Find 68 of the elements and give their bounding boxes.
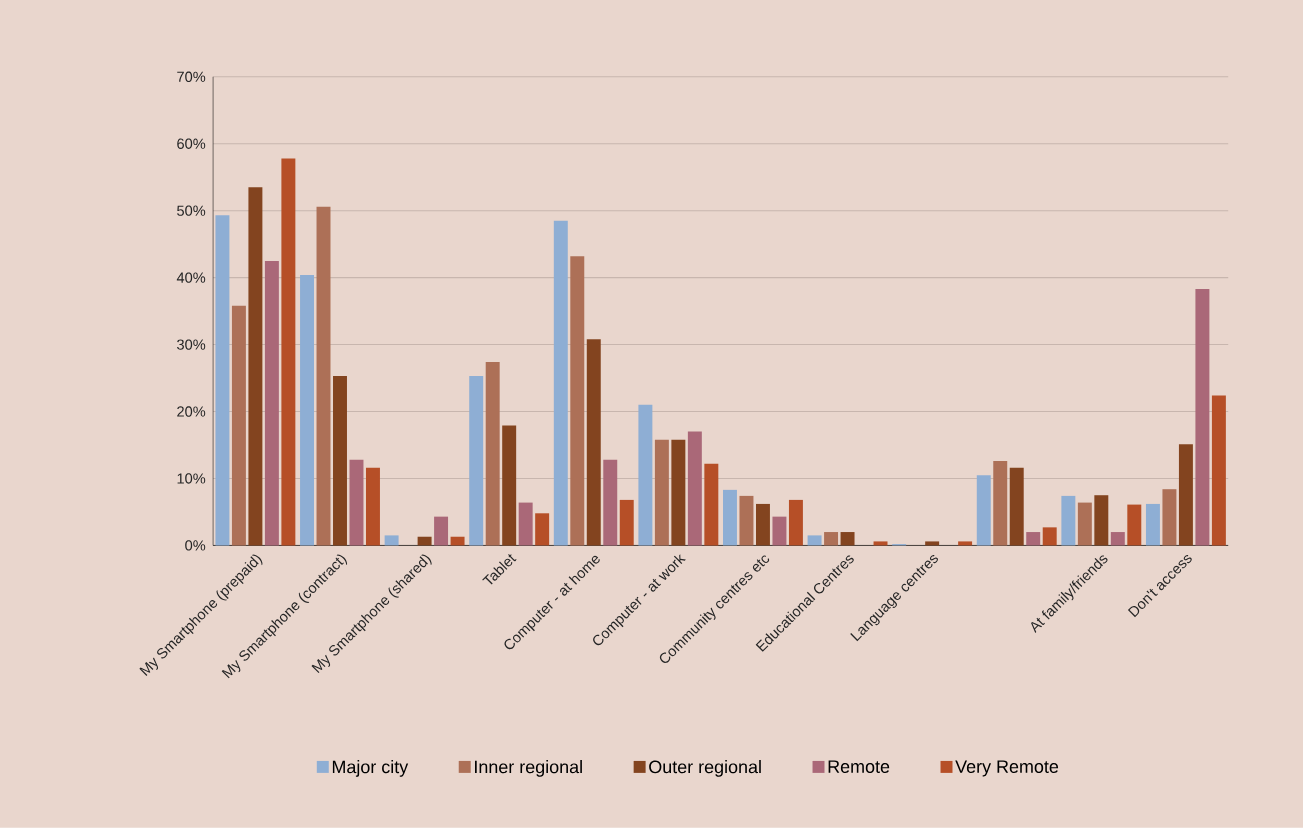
bar [264, 261, 279, 546]
bar [873, 541, 888, 546]
bar [671, 439, 686, 546]
y-tick-label: 40% [176, 272, 206, 283]
bar [840, 532, 855, 546]
bar [1211, 395, 1226, 546]
bar [925, 541, 940, 546]
legend-label: Very Remote [955, 760, 1059, 777]
y-tick-label: 60% [177, 138, 206, 150]
bar [469, 376, 484, 546]
bar [1077, 502, 1092, 546]
bar [619, 500, 634, 546]
y-tick-label: 0% [185, 540, 206, 551]
bar [384, 535, 399, 546]
bar [281, 158, 296, 546]
bar [231, 305, 246, 546]
bar [502, 425, 517, 546]
bar [723, 490, 737, 546]
bar [739, 496, 754, 546]
y-tick-label: 50% [177, 205, 206, 217]
bar [1110, 532, 1125, 546]
bar [1009, 467, 1024, 546]
bar [1178, 444, 1193, 546]
bar [333, 376, 347, 546]
legend-label: Remote [828, 760, 890, 774]
bar [788, 500, 803, 546]
bar [349, 459, 364, 546]
bar [434, 516, 449, 546]
bar [1042, 527, 1057, 546]
bar [417, 536, 432, 546]
bar [1026, 532, 1041, 546]
y-tick-label: 30% [177, 339, 206, 350]
bar [1195, 289, 1210, 546]
bar [755, 504, 770, 546]
legend-label: Outer regional [649, 760, 761, 777]
legend-label: Major city [332, 760, 409, 777]
bar [704, 463, 719, 546]
bar [215, 215, 230, 546]
bar [1094, 495, 1109, 546]
bar [654, 439, 669, 546]
bar [824, 532, 839, 546]
bar [807, 535, 822, 546]
legend-label: Inner regional [475, 760, 582, 777]
bar [300, 275, 314, 546]
y-tick-label: 10% [177, 473, 206, 484]
bar [1145, 504, 1160, 546]
bar [570, 256, 585, 546]
bar [958, 541, 973, 546]
bar [1162, 489, 1177, 546]
bar [518, 502, 533, 546]
bar [993, 461, 1008, 546]
bar [1061, 496, 1076, 546]
bar [586, 339, 601, 546]
y-tick-label: 20% [177, 406, 206, 417]
bar [772, 516, 787, 546]
bar [365, 467, 380, 546]
bar [450, 536, 465, 546]
y-tick-label: 70% [177, 71, 206, 83]
bar [1127, 504, 1142, 546]
bar [603, 459, 618, 546]
bar [638, 405, 653, 546]
bar [553, 220, 568, 546]
bar [248, 187, 263, 546]
bar [687, 431, 702, 546]
bar [535, 513, 550, 546]
bar [976, 475, 991, 546]
bar [316, 206, 331, 546]
bar [485, 362, 500, 546]
